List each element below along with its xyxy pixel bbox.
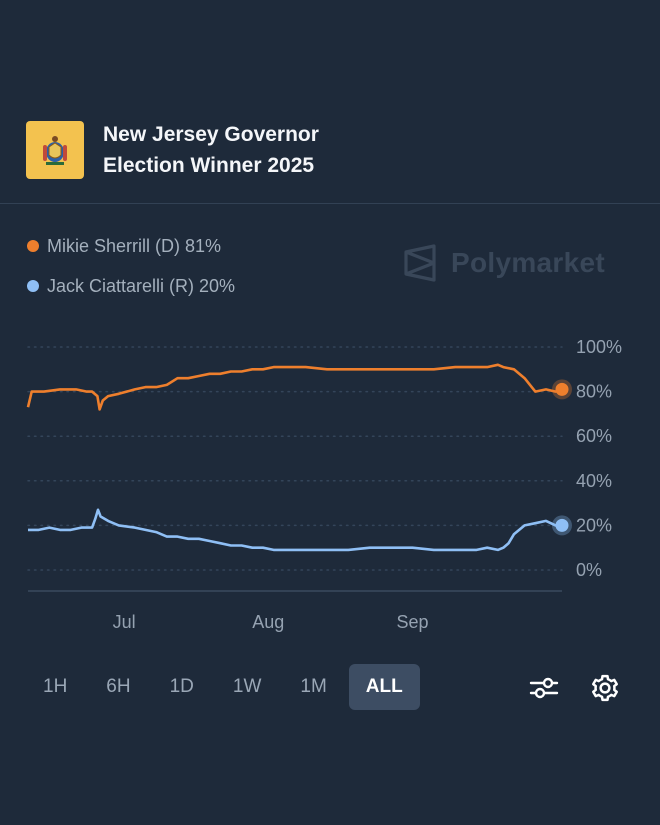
price-chart[interactable]: 100% 80% 60% 40% 20% 0% Jul Aug Sep [0,330,660,640]
market-header: New Jersey Governor Election Winner 2025 [26,119,363,181]
legend-label-sherrill: Mikie Sherrill (D) 81% [47,235,222,256]
new-jersey-seal-icon [26,121,84,179]
sliders-icon [529,677,559,699]
legend-item-sherrill: Mikie Sherrill (D) 81% [27,226,235,266]
tab-6h[interactable]: 6H [106,676,131,697]
x-tick-label: Sep [396,612,428,632]
y-tick-label: 20% [576,515,612,535]
y-tick-label: 100% [576,337,622,357]
tab-all[interactable]: ALL [348,664,420,710]
legend-dot-sherrill [27,240,39,252]
tab-1w[interactable]: 1W [232,676,262,697]
endpoint-marker [555,518,569,532]
endpoint-marker [555,382,569,396]
tab-1d[interactable]: 1D [169,676,194,697]
legend-label-ciattarelli: Jack Ciattarelli (R) 20% [47,275,236,296]
x-tick-label: Aug [252,612,284,632]
tab-1m[interactable]: 1M [300,676,327,697]
series-line-ciattarelli [28,508,562,552]
settings-button[interactable] [589,672,621,704]
polymarket-logo-icon [404,244,436,282]
y-tick-label: 40% [576,471,612,491]
polymarket-watermark: Polymarket [403,244,605,282]
gear-icon [592,674,618,702]
legend-dot-ciattarelli [27,280,39,292]
filter-button[interactable] [528,672,560,704]
header-divider [0,203,660,204]
tab-1h[interactable]: 1H [43,676,68,697]
x-tick-label: Jul [113,612,136,632]
y-tick-label: 0% [576,560,602,580]
y-tick-label: 80% [576,382,612,402]
legend-item-ciattarelli: Jack Ciattarelli (R) 20% [27,266,235,306]
market-title: New Jersey Governor Election Winner 2025 [103,123,319,177]
timeframe-tabs: 1H 6H 1D 1W 1M ALL [26,664,425,710]
chart-legend: Mikie Sherrill (D) 81% Jack Ciattarelli … [27,226,235,306]
y-tick-label: 60% [576,426,612,446]
brand-name: Polymarket [451,247,605,278]
series-line-sherrill [26,363,563,411]
